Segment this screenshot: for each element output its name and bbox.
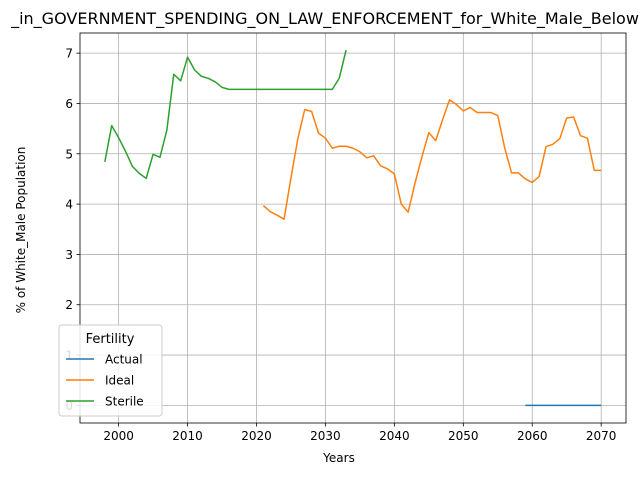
legend-label-actual: Actual	[105, 353, 143, 367]
legend-label-sterile: Sterile	[105, 395, 144, 409]
x-tick-label: 2010	[172, 429, 203, 443]
x-tick-label: 2050	[448, 429, 479, 443]
x-tick-label: 2060	[517, 429, 548, 443]
x-tick-label: 2000	[103, 429, 134, 443]
y-axis-label: % of White_Male Population	[14, 147, 28, 314]
x-axis-label: Years	[322, 451, 355, 465]
x-tick-label: 2070	[586, 429, 617, 443]
series-lines	[104, 49, 602, 407]
y-tick-label: 3	[65, 248, 73, 262]
legend-title: Fertility	[86, 332, 135, 347]
y-tick-label: 5	[65, 147, 73, 161]
chart-title: _in_GOVERNMENT_SPENDING_ON_LAW_ENFORCEME…	[10, 9, 639, 29]
series-line-ideal	[262, 99, 602, 220]
x-axis: 2000 2010 2020 2030 2040 2050 2060 2070	[103, 423, 616, 443]
plot-frame	[79, 32, 627, 424]
gridlines	[80, 33, 626, 423]
legend-box	[58, 324, 163, 417]
plot-area	[79, 32, 627, 424]
y-tick-label: 4	[65, 198, 73, 212]
y-tick-label: 2	[65, 298, 73, 312]
legend-label-ideal: Ideal	[105, 374, 134, 388]
x-tick-label: 2040	[379, 429, 410, 443]
legend: Fertility Actual Ideal Sterile	[58, 324, 163, 417]
x-tick-label: 2020	[241, 429, 272, 443]
series-line-sterile	[104, 49, 347, 180]
y-tick-label: 7	[65, 47, 73, 61]
y-tick-label: 6	[65, 97, 73, 111]
x-tick-label: 2030	[310, 429, 341, 443]
